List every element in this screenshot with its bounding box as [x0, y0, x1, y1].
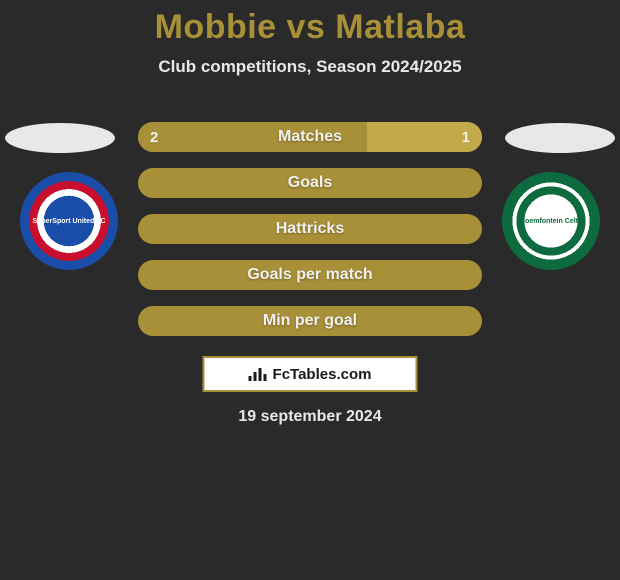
stat-label: Goals: [138, 168, 482, 198]
branding-box: FcTables.com: [203, 356, 418, 392]
date-text: 19 september 2024: [0, 408, 620, 426]
stat-label: Matches: [138, 122, 482, 152]
club-badge-left-label: SuperSport United FC: [32, 218, 105, 225]
player-avatar-right: [505, 123, 615, 153]
club-badge-right: Bloemfontein Celtic: [502, 172, 600, 270]
stat-row: Matches2 1: [138, 122, 482, 152]
stat-row: Hattricks: [138, 214, 482, 244]
club-badge-left: SuperSport United FC: [20, 172, 118, 270]
subtitle: Club competitions, Season 2024/2025: [0, 57, 620, 77]
club-badge-right-label: Bloemfontein Celtic: [518, 218, 584, 225]
page-title: Mobbie vs Matlaba: [0, 0, 620, 47]
stat-label: Hattricks: [138, 214, 482, 244]
stats-bars: Matches2 1 Goals Hattricks Goals per match Mi…: [138, 122, 482, 352]
stat-row: Goals: [138, 168, 482, 198]
branding-text: FcTables.com: [273, 366, 372, 383]
bar-chart-icon: [249, 367, 267, 381]
stat-label: Min per goal: [138, 306, 482, 336]
stat-value-left: 2: [150, 122, 158, 152]
stat-label: Goals per match: [138, 260, 482, 290]
stat-value-right: 1: [462, 122, 470, 152]
player-avatar-left: [5, 123, 115, 153]
stat-row: Goals per match: [138, 260, 482, 290]
stat-row: Min per goal: [138, 306, 482, 336]
